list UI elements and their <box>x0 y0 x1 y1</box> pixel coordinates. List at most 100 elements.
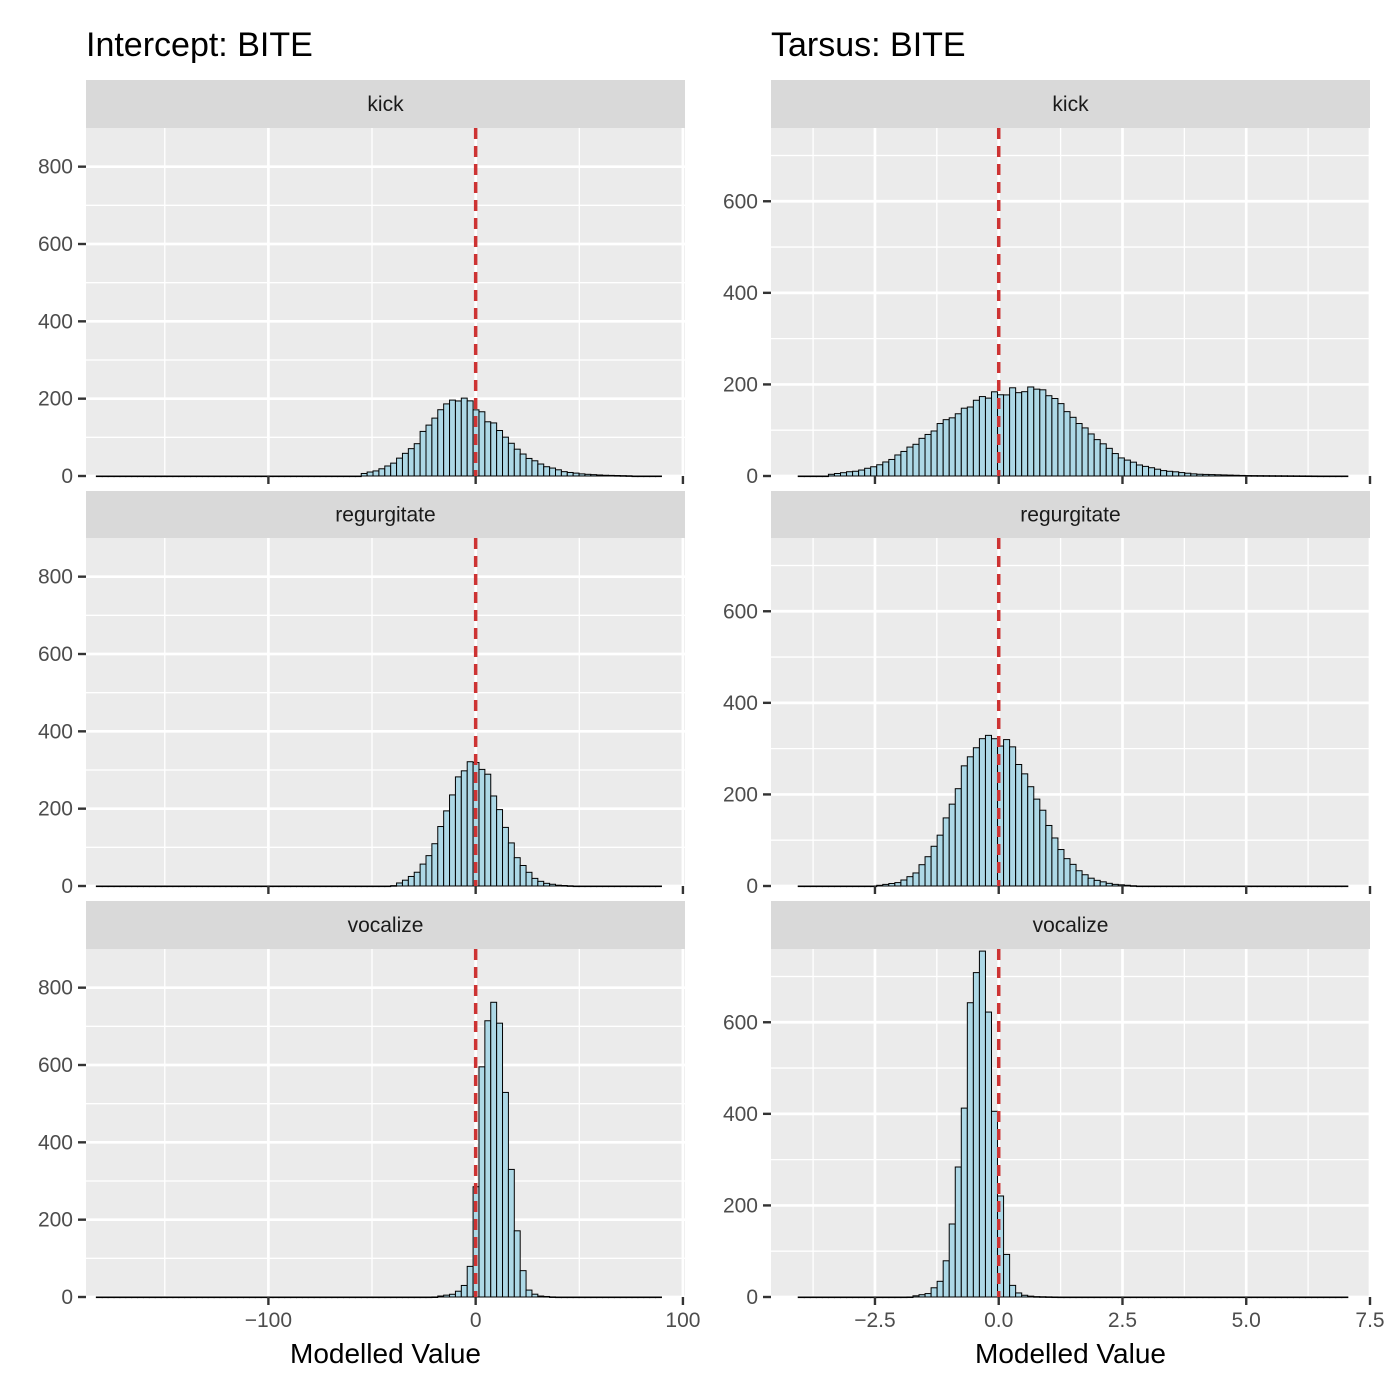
histogram-bar <box>425 1296 433 1299</box>
histogram-bar <box>331 1296 339 1299</box>
histogram-bar <box>888 1296 896 1299</box>
histogram-bar <box>1135 885 1143 888</box>
histogram-bar <box>1286 885 1294 888</box>
y-tick-label: 200 <box>723 373 758 396</box>
panel-background <box>771 949 1370 1297</box>
histogram-bar <box>466 1265 474 1298</box>
histogram-bar <box>1057 1296 1065 1299</box>
histogram-bar <box>295 1296 303 1299</box>
histogram-bar <box>154 885 162 888</box>
histogram-bar <box>1238 474 1246 477</box>
y-tick-label: 800 <box>38 566 73 589</box>
histogram-bar <box>1051 837 1059 887</box>
y-tick-label: 0 <box>61 465 73 488</box>
histogram-bar <box>1286 1296 1294 1299</box>
histogram-bar <box>984 397 992 477</box>
facet-strip-label: kick <box>1052 93 1089 116</box>
histogram-bar <box>1135 464 1143 477</box>
histogram-bar <box>460 1284 468 1298</box>
histogram-bar <box>360 1296 368 1299</box>
facet-strip-label: vocalize <box>348 914 424 937</box>
histogram-bar <box>864 1296 872 1299</box>
y-tick-label: 200 <box>723 1194 758 1217</box>
histogram-bar <box>519 1270 527 1298</box>
histogram-bar <box>507 842 515 887</box>
histogram-bar <box>454 776 462 887</box>
histogram-bar <box>431 1296 439 1299</box>
histogram-bar <box>1039 1296 1047 1298</box>
histogram-bar <box>419 1296 427 1299</box>
histogram-bar <box>1003 739 1011 887</box>
histogram-bar <box>237 475 245 478</box>
histogram-bar <box>846 471 854 477</box>
histogram-bar <box>390 462 398 477</box>
histogram-bar <box>1045 824 1053 887</box>
histogram-bar <box>1081 427 1089 477</box>
histogram-bar <box>413 443 421 477</box>
histogram-bar <box>1160 1296 1168 1299</box>
histogram-bar <box>1069 1296 1077 1299</box>
histogram-bar <box>858 885 866 888</box>
histogram-bar <box>119 1296 127 1299</box>
histogram-bar <box>924 1293 932 1298</box>
histogram-bar <box>107 475 115 478</box>
histogram-bar <box>572 1296 580 1299</box>
histogram-bar <box>454 400 462 477</box>
histogram-bar <box>1003 1253 1011 1298</box>
histogram-bar <box>643 475 651 478</box>
histogram-bar <box>396 1296 403 1299</box>
histogram-bar <box>1262 885 1270 888</box>
histogram-bar <box>590 474 598 477</box>
facet-panel: vocalize 0 200 400 600 800 <box>38 901 685 1309</box>
histogram-bar <box>846 1296 854 1299</box>
histogram-bar <box>384 465 392 477</box>
histogram-bar <box>225 475 233 478</box>
histogram-bar <box>1069 416 1077 477</box>
histogram-bar <box>948 803 956 887</box>
histogram-bar <box>827 473 835 477</box>
histogram-bar <box>213 475 221 478</box>
histogram-bar <box>190 475 197 478</box>
histogram-bar <box>272 475 280 478</box>
histogram-bar <box>148 885 156 888</box>
histogram-bar <box>1226 474 1234 477</box>
histogram-bar <box>466 761 474 887</box>
histogram-bar <box>1105 1296 1113 1299</box>
histogram-bar <box>613 475 621 477</box>
histogram-bar <box>337 475 345 478</box>
histogram-bar <box>1105 882 1113 887</box>
histogram-bar <box>858 1296 866 1299</box>
histogram-bar <box>1335 1296 1343 1299</box>
histogram-bar <box>1087 433 1095 477</box>
histogram-bar <box>113 885 121 888</box>
histogram-bar <box>900 1296 908 1299</box>
histogram-bar <box>301 475 309 478</box>
histogram-bar <box>1021 391 1029 477</box>
histogram-bar <box>1166 470 1174 477</box>
histogram-bar <box>101 475 109 478</box>
histogram-bar <box>537 880 545 887</box>
histogram-bar <box>607 885 615 888</box>
histogram-bars <box>797 386 1349 478</box>
histogram-bar <box>219 885 227 888</box>
histogram-bar <box>1154 468 1162 477</box>
histogram-bar <box>625 475 633 477</box>
histogram-bar <box>148 475 156 478</box>
histogram-bar <box>912 872 920 887</box>
histogram-bar <box>619 475 627 477</box>
histogram-bar <box>852 885 860 888</box>
histogram-bar <box>1274 475 1282 477</box>
histogram-bar <box>237 885 245 888</box>
histogram-bar <box>1214 474 1222 477</box>
facet-strip-label: regurgitate <box>1020 504 1120 527</box>
histogram-bar <box>1184 1296 1192 1299</box>
histogram-bar <box>948 1223 956 1298</box>
histogram-bar <box>619 1296 627 1299</box>
histogram-bar <box>95 475 103 478</box>
histogram-bar <box>525 1289 533 1298</box>
histogram-bar <box>331 885 339 888</box>
histogram-bar <box>619 885 627 888</box>
histogram-bar <box>1305 885 1313 888</box>
histogram-bar <box>496 430 504 477</box>
histogram-bars <box>797 950 1349 1299</box>
